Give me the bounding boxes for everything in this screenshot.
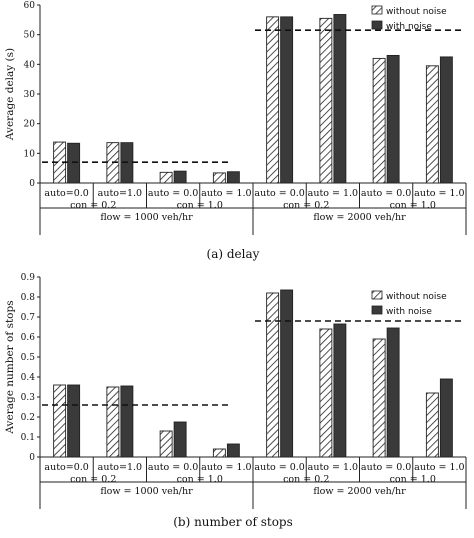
legend-label: without noise (386, 292, 447, 302)
category-label: auto = 1.0 (308, 188, 358, 199)
y-tick-label: 0.8 (21, 293, 36, 303)
bar-with-noise (439, 56, 453, 184)
group-label: flow = 2000 veh/hr (313, 486, 406, 497)
category-label: auto=1.0 (98, 462, 142, 473)
bar-without-noise (106, 386, 120, 458)
bar-without-noise (159, 171, 173, 184)
bar-with-noise (120, 385, 134, 458)
y-tick-label: 0.1 (21, 433, 35, 443)
y-axis-title: Average delay (s) (4, 48, 16, 141)
y-tick-label: 40 (24, 60, 36, 70)
y-tick-label: 10 (24, 149, 36, 159)
category-label: auto=0.0 (44, 462, 88, 473)
y-tick-label: 0.4 (21, 373, 36, 383)
y-tick-label: 0.7 (21, 313, 36, 323)
legend-swatch (371, 5, 383, 15)
bar-with-noise (386, 54, 400, 184)
legend-label: with noise (386, 307, 432, 317)
legend-label: with noise (386, 22, 432, 32)
bar-with-noise (226, 171, 240, 184)
bar-with-noise (67, 384, 81, 458)
category-sublabel: con = 0.2 (70, 474, 116, 485)
category-label: auto = 1.0 (414, 462, 464, 473)
bar-without-noise (212, 448, 226, 458)
bar-with-noise (173, 421, 187, 458)
category-sublabel: con = 0.2 (70, 200, 116, 211)
legend-label: without noise (386, 7, 447, 17)
stops-chart: 0 0.1 0.2 0.3 0.4 0.5 0.6 0.7 0.8 0.9 Average numb… (4, 273, 467, 529)
category-label: auto = 0.0 (148, 462, 198, 473)
bar-without-noise (372, 57, 386, 184)
bar-with-noise (280, 289, 294, 458)
category-label: auto = 0.0 (148, 188, 198, 199)
category-label: auto=1.0 (98, 188, 142, 199)
category-label: auto = 0.0 (254, 462, 304, 473)
category-sublabel: con = 1.0 (390, 200, 436, 211)
bar-without-noise (372, 338, 386, 458)
bar-without-noise (319, 17, 333, 184)
category-label: auto = 1.0 (414, 188, 464, 199)
bar-with-noise (333, 14, 347, 184)
y-tick-label: 0.3 (21, 393, 36, 403)
y-tick-label: 0.5 (21, 353, 36, 363)
category-sublabel: con = 1.0 (177, 200, 223, 211)
legend-swatch (371, 305, 383, 315)
y-tick-label: 30 (24, 90, 36, 100)
category-sublabel: con = 0.2 (283, 474, 329, 485)
y-tick-label: 20 (24, 120, 36, 130)
category-label: auto = 1.0 (201, 462, 251, 473)
bar-with-noise (173, 170, 187, 184)
y-tick-label: 0.6 (21, 333, 36, 343)
bar-with-noise (333, 323, 347, 458)
category-sublabel: con = 0.2 (283, 200, 329, 211)
bar-with-noise (386, 327, 400, 458)
y-tick-label: 0.9 (21, 273, 36, 283)
y-tick-label: 0 (29, 179, 35, 189)
y-axis-title: Average number of stops (4, 300, 16, 434)
y-tick-label: 0 (29, 453, 35, 463)
bar-without-noise (212, 172, 226, 184)
category-label: auto = 1.0 (201, 188, 251, 199)
bar-with-noise (226, 443, 240, 458)
bar-with-noise (67, 142, 81, 184)
category-label: auto=0.0 (44, 188, 88, 199)
category-sublabel: con = 1.0 (390, 474, 436, 485)
bar-without-noise (266, 292, 280, 458)
chart-caption: (b) number of stops (173, 515, 293, 529)
y-tick-label: 50 (24, 31, 36, 41)
category-sublabel: con = 1.0 (177, 474, 223, 485)
group-label: flow = 1000 veh/hr (100, 486, 193, 497)
legend-swatch (371, 290, 383, 300)
legend-swatch (371, 20, 383, 30)
bar-with-noise (439, 378, 453, 458)
bar-without-noise (425, 392, 439, 458)
bar-without-noise (53, 384, 67, 458)
bar-with-noise (280, 16, 294, 184)
category-label: auto = 0.0 (361, 188, 411, 199)
chart-caption: (a) delay (207, 247, 260, 261)
category-label: auto = 0.0 (361, 462, 411, 473)
bar-without-noise (319, 328, 333, 458)
group-label: flow = 2000 veh/hr (313, 212, 406, 223)
group-label: flow = 1000 veh/hr (100, 212, 193, 223)
bar-without-noise (266, 16, 280, 184)
category-label: auto = 1.0 (308, 462, 358, 473)
y-tick-label: 60 (24, 1, 36, 11)
category-label: auto = 0.0 (254, 188, 304, 199)
bar-without-noise (159, 430, 173, 458)
y-tick-label: 0.2 (21, 413, 35, 423)
bar-without-noise (425, 65, 439, 184)
